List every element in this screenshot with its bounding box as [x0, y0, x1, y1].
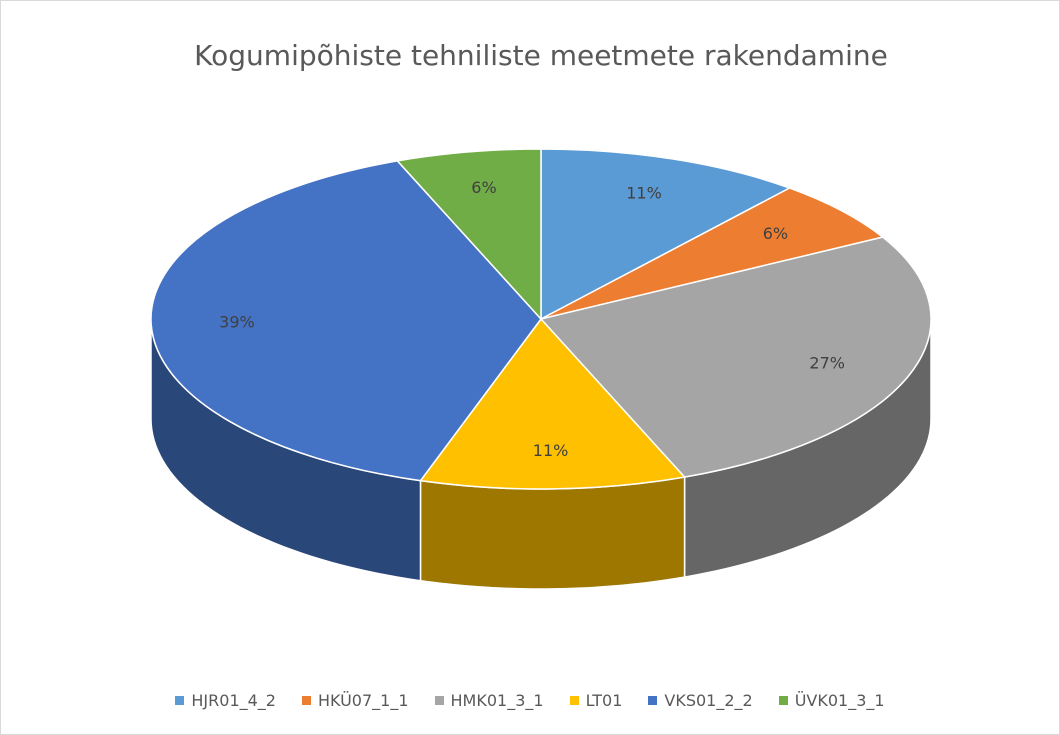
legend-item: HKÜ07_1_1 [301, 691, 409, 710]
legend-label: LT01 [585, 691, 623, 710]
data-label: 11% [533, 441, 569, 460]
slice [419, 317, 687, 490]
legend-swatch [569, 696, 579, 705]
legend-item: LT01 [569, 691, 623, 710]
chart-title: Kogumipõhiste tehniliste meetmete rakend… [194, 39, 888, 72]
legend-label: HJR01_4_2 [191, 691, 276, 710]
legend-swatch [778, 696, 788, 705]
legend-swatch [648, 696, 658, 705]
legend-item: HMK01_3_1 [434, 691, 544, 710]
legend-label: ÜVK01_3_1 [794, 691, 885, 710]
legend: HJR01_4_2 HKÜ07_1_1 HMK01_3_1 LT01 VKS01_2_2… [1, 691, 1059, 710]
data-label: 27% [809, 353, 845, 372]
data-label: 6% [763, 224, 788, 243]
chart: Kogumipõhiste tehniliste meetmete rakend… [150, 39, 932, 590]
slice-side [419, 476, 686, 590]
legend-item: VKS01_2_2 [648, 691, 753, 710]
slice [540, 148, 792, 321]
slice [540, 187, 885, 320]
legend-item: ÜVK01_3_1 [778, 691, 885, 710]
legend-label: HKÜ07_1_1 [317, 691, 409, 710]
data-label: 6% [471, 178, 496, 197]
legend-item: HJR01_4_2 [175, 691, 276, 710]
data-label: 39% [219, 313, 255, 332]
data-label: 11% [626, 184, 662, 203]
legend-swatch [434, 696, 444, 705]
legend-swatch [301, 696, 311, 705]
legend-label: VKS01_2_2 [664, 691, 753, 710]
legend-label: HMK01_3_1 [450, 691, 544, 710]
legend-swatch [175, 696, 185, 705]
slice [150, 160, 542, 482]
slice [395, 148, 542, 321]
slice [539, 236, 932, 478]
